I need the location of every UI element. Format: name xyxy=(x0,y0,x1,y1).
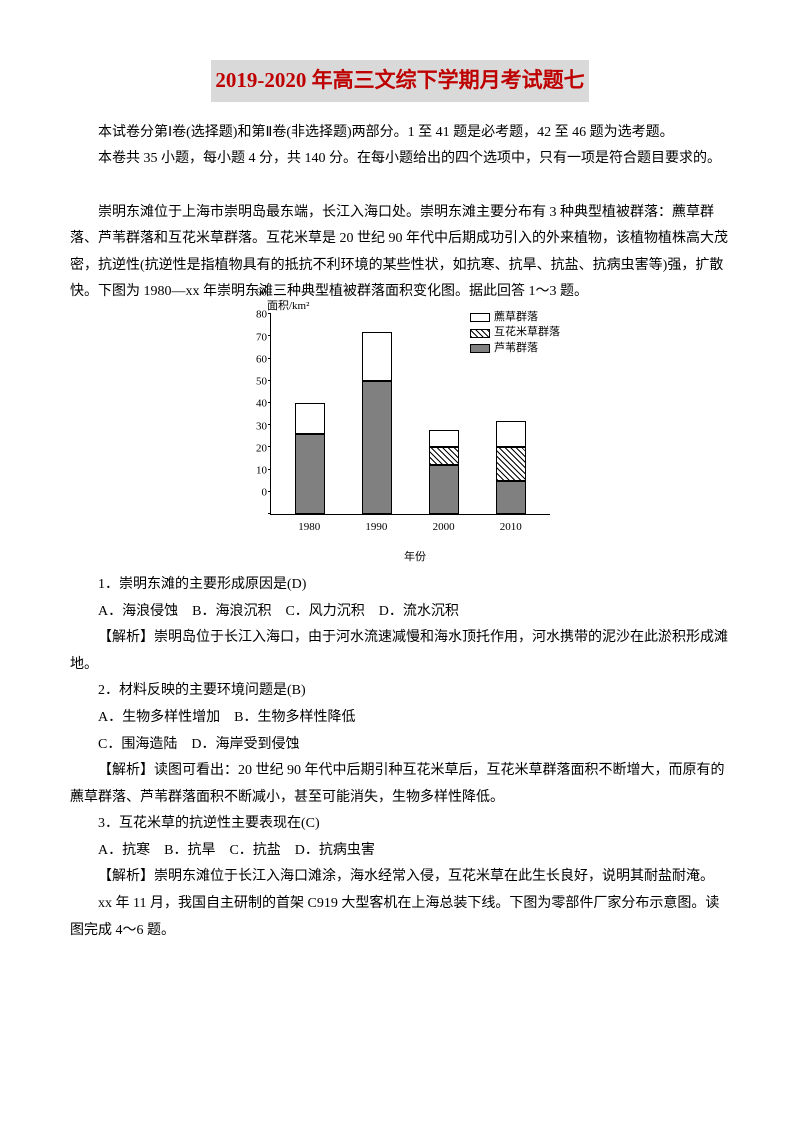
bar-segment-luwei xyxy=(362,381,392,514)
bar-segment-biaocao xyxy=(496,421,526,448)
question-2-explanation: 【解析】读图可看出：20 世纪 90 年代中后期引种互花米草后，互花米草群落面积… xyxy=(70,758,730,811)
x-tick-label: 2010 xyxy=(491,517,531,538)
y-tick-label: 70 xyxy=(247,327,267,348)
y-tick-label: 40 xyxy=(247,394,267,415)
bar-segment-luwei xyxy=(295,434,325,514)
y-tick-mark xyxy=(268,335,271,336)
y-axis-unit: 面积/km² xyxy=(267,296,309,317)
y-tick-mark xyxy=(268,402,271,403)
y-tick-mark xyxy=(268,358,271,359)
y-tick-label: 30 xyxy=(247,416,267,437)
bar-segment-luwei xyxy=(429,465,459,514)
intro-paragraph-2: 本卷共 35 小题，每小题 4 分，共 140 分。在每小题给出的四个选项中，只… xyxy=(70,146,730,173)
y-tick-mark xyxy=(268,513,271,514)
bar-group xyxy=(429,430,459,514)
bar-segment-biaocao xyxy=(295,403,325,434)
question-3-options: A．抗寒 B．抗旱 C．抗盐 D．抗病虫害 xyxy=(70,838,730,865)
y-tick-label: 20 xyxy=(247,438,267,459)
y-tick-label: 50 xyxy=(247,372,267,393)
x-axis-label: 年份 xyxy=(270,547,560,568)
bar-segment-huhuami xyxy=(496,447,526,480)
y-tick-label: 10 xyxy=(247,460,267,481)
bar-group xyxy=(362,332,392,514)
x-tick-label: 1990 xyxy=(356,517,396,538)
question-2: 2．材料反映的主要环境问题是(B) xyxy=(70,678,730,705)
y-tick-label: 0 xyxy=(247,483,267,504)
stacked-bar-chart: 藨草群落 互花米草群落 芦苇群落 面积/km² 0102030405060708… xyxy=(240,314,560,568)
y-tick-label: 80 xyxy=(247,305,267,326)
bar-segment-biaocao xyxy=(429,430,459,448)
y-tick-mark xyxy=(268,469,271,470)
y-tick-label: 60 xyxy=(247,349,267,370)
y-tick-mark xyxy=(268,380,271,381)
page-title: 2019-2020 年高三文综下学期月考试题七 xyxy=(211,60,588,102)
y-tick-label: 90 xyxy=(247,283,267,304)
question-2-options-ab: A．生物多样性增加 B．生物多样性降低 xyxy=(70,705,730,732)
passage-1: 崇明东滩位于上海市崇明岛最东端，长江入海口处。崇明东滩主要分布有 3 种典型植被… xyxy=(70,200,730,306)
question-1-explanation: 【解析】崇明岛位于长江入海口，由于河水流速减慢和海水顶托作用，河水携带的泥沙在此… xyxy=(70,625,730,678)
intro-paragraph-1: 本试卷分第Ⅰ卷(选择题)和第Ⅱ卷(非选择题)两部分。1 至 41 题是必考题，4… xyxy=(70,120,730,147)
chart-plot-area: 面积/km² 0102030405060708090 xyxy=(270,314,550,515)
question-2-options-cd: C．围海造陆 D．海岸受到侵蚀 xyxy=(70,732,730,759)
question-1: 1．崇明东滩的主要形成原因是(D) xyxy=(70,572,730,599)
y-tick-mark xyxy=(268,313,271,314)
bar-group xyxy=(295,403,325,514)
x-tick-label: 2000 xyxy=(424,517,464,538)
bar-segment-luwei xyxy=(496,481,526,514)
bar-segment-biaocao xyxy=(362,332,392,381)
y-tick-mark xyxy=(268,446,271,447)
y-tick-mark xyxy=(268,491,271,492)
question-3: 3．互花米草的抗逆性主要表现在(C) xyxy=(70,811,730,838)
x-tick-label: 1980 xyxy=(289,517,329,538)
question-3-explanation: 【解析】崇明东滩位于长江入海口滩涂，海水经常入侵，互花米草在此生长良好，说明其耐… xyxy=(70,864,730,891)
question-1-options: A．海浪侵蚀 B．海浪沉积 C．风力沉积 D．流水沉积 xyxy=(70,599,730,626)
passage-2: xx 年 11 月，我国自主研制的首架 C919 大型客机在上海总装下线。下图为… xyxy=(70,891,730,944)
bar-segment-huhuami xyxy=(429,447,459,465)
bar-group xyxy=(496,421,526,514)
y-tick-mark xyxy=(268,424,271,425)
x-axis-ticks: 1980199020002010 xyxy=(270,515,550,529)
